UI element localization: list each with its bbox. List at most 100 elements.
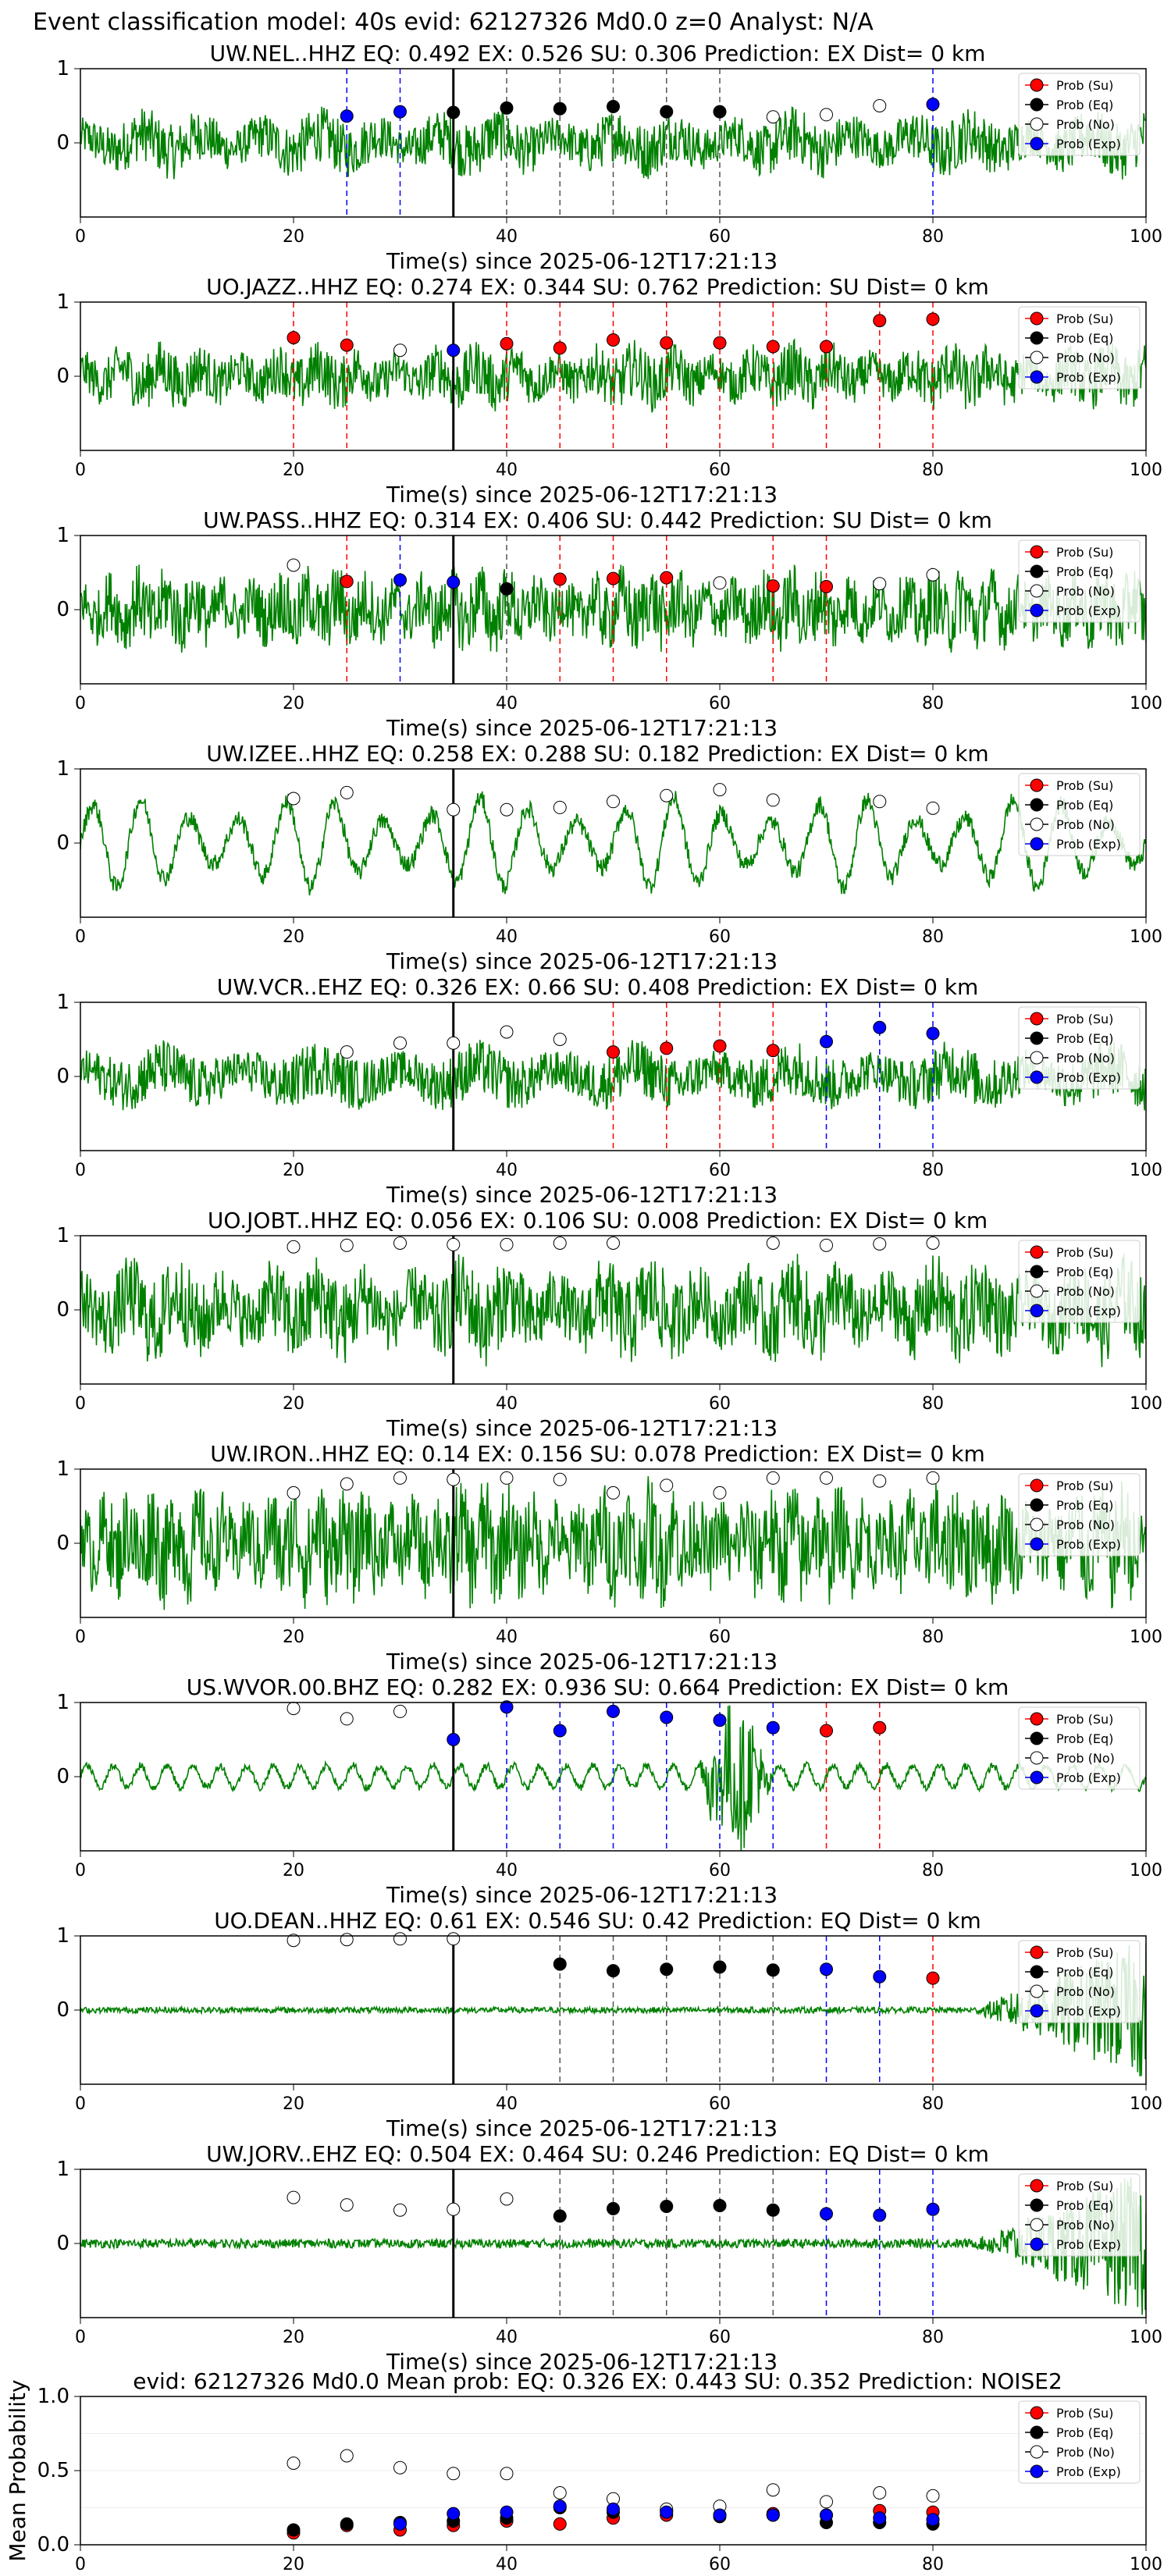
prob-point-eq [607,2201,620,2215]
x-tick-label: 80 [922,1861,944,1880]
x-tick-label: 60 [709,1394,731,1414]
prob-point-no [766,110,780,124]
mean-point-exp [447,2507,461,2521]
x-tick-label: 80 [922,2094,944,2114]
prob-point-no [607,795,620,809]
x-tick-label: 40 [496,927,518,947]
prob-point-eq [713,105,727,119]
waveform-trace [80,1943,1146,2076]
x-tick-label: 60 [709,227,731,247]
prob-point-no [340,2198,354,2212]
y-tick-label: 1 [56,524,69,547]
station-panel: UO.JAZZ..HHZ EQ: 0.274 EX: 0.344 SU: 0.7… [56,274,1162,507]
y-tick-label: 1 [56,1224,69,1247]
prob-point-no [873,577,887,591]
prob-point-exp [447,343,461,358]
legend-label: Prob (Eq) [1056,1731,1113,1746]
x-tick-label: 60 [709,2328,731,2347]
x-tick-label: 40 [496,227,518,247]
legend-box [1018,1006,1141,1090]
x-tick-label: 0 [75,2555,86,2574]
y-tick-label: 0 [56,365,69,388]
panel-title: UO.DEAN..HHZ EQ: 0.61 EX: 0.546 SU: 0.42… [214,1908,981,1934]
prob-point-su [873,314,887,328]
prob-point-no [553,1033,567,1046]
panels: UW.NEL..HHZ EQ: 0.492 EX: 0.526 SU: 0.30… [5,41,1162,2574]
legend-box [1018,73,1141,156]
prob-point-no [607,1485,620,1500]
x-axis-label: Time(s) since 2025-06-12T17:21:13 [386,1182,778,1208]
prob-point-no [926,568,940,582]
prob-point-no [340,1045,354,1059]
legend-label: Prob (Exp) [1056,1770,1121,1785]
x-tick-label: 100 [1130,2094,1162,2114]
prob-point-no [713,1485,727,1500]
y-tick-label: 1 [56,757,69,781]
legend-label: Prob (Exp) [1056,370,1121,385]
x-tick-label: 60 [709,1861,731,1880]
prob-point-no [447,802,461,817]
x-tick-label: 40 [496,1394,518,1414]
prob-point-no [287,1485,301,1500]
station-panel: UO.DEAN..HHZ EQ: 0.61 EX: 0.546 SU: 0.42… [56,1908,1162,2141]
legend-label: Prob (Eq) [1056,1965,1113,1980]
x-tick-label: 40 [496,1861,518,1880]
x-tick-label: 60 [709,2555,731,2574]
legend-label: Prob (Eq) [1056,98,1113,112]
prob-point-eq [500,101,514,115]
prob-point-no [340,1712,354,1726]
y-tick-label: 0.5 [37,2459,69,2482]
legend-marker-no [1030,1517,1044,1532]
prob-point-no [660,788,674,802]
x-tick-label: 60 [709,694,731,713]
prob-point-exp [873,1020,887,1034]
prob-point-no [287,1240,301,1254]
legend-marker-eq [1030,2425,1044,2439]
prob-point-su [820,340,833,354]
x-tick-label: 80 [922,2555,944,2574]
y-tick-label: 0 [56,1998,69,2022]
prob-point-no [820,1238,833,1252]
legend-label: Prob (Exp) [1056,837,1121,852]
x-tick-label: 80 [922,927,944,947]
legend-label: Prob (Su) [1056,2406,1113,2421]
legend-box [1018,1473,1141,1557]
legend-marker-su [1030,2406,1044,2420]
prob-point-no [873,99,887,112]
x-axis-label: Time(s) since 2025-06-12T17:21:13 [386,482,778,507]
prob-point-exp [553,1724,567,1738]
y-axis-label: Mean Probability [5,2379,30,2561]
prob-point-exp [447,1733,461,1746]
mean-point-no [447,2467,461,2481]
x-axis-label: Time(s) since 2025-06-12T17:21:13 [386,1415,778,1441]
legend-marker-no [1030,1051,1044,1065]
panel-title: UO.JOBT..HHZ EQ: 0.056 EX: 0.106 SU: 0.0… [208,1208,988,1233]
x-axis-label: Time(s) since 2025-06-12T17:21:13 [386,1649,778,1674]
prob-point-su [607,1045,620,1059]
mean-point-no [500,2467,514,2481]
legend-marker-eq [1030,1031,1044,1045]
x-tick-label: 20 [283,927,304,947]
legend-marker-exp [1030,837,1044,851]
station-panel: UW.PASS..HHZ EQ: 0.314 EX: 0.406 SU: 0.4… [56,507,1162,741]
x-tick-label: 100 [1130,694,1162,713]
legend-marker-su [1030,1478,1044,1493]
prob-point-no [447,1036,461,1050]
mean-point-exp [713,2508,727,2522]
legend-marker-no [1030,1984,1044,1998]
x-tick-label: 0 [75,227,86,247]
prob-point-exp [820,1962,833,1976]
prob-point-no [393,1036,407,1050]
prob-point-no [393,1471,407,1485]
y-tick-label: 0 [56,1065,69,1088]
prob-point-no [500,2192,514,2206]
mean-probability-panel: evid: 62127326 Md0.0 Mean prob: EQ: 0.32… [5,2368,1162,2574]
legend-box [1018,1940,1141,2023]
prob-point-exp [873,2208,887,2222]
prob-point-exp [393,105,407,119]
prob-point-exp [820,1034,833,1048]
x-tick-label: 20 [283,694,304,713]
y-tick-label: 1 [56,1457,69,1481]
mean-point-no [553,2486,567,2500]
legend-marker-no [1030,817,1044,831]
